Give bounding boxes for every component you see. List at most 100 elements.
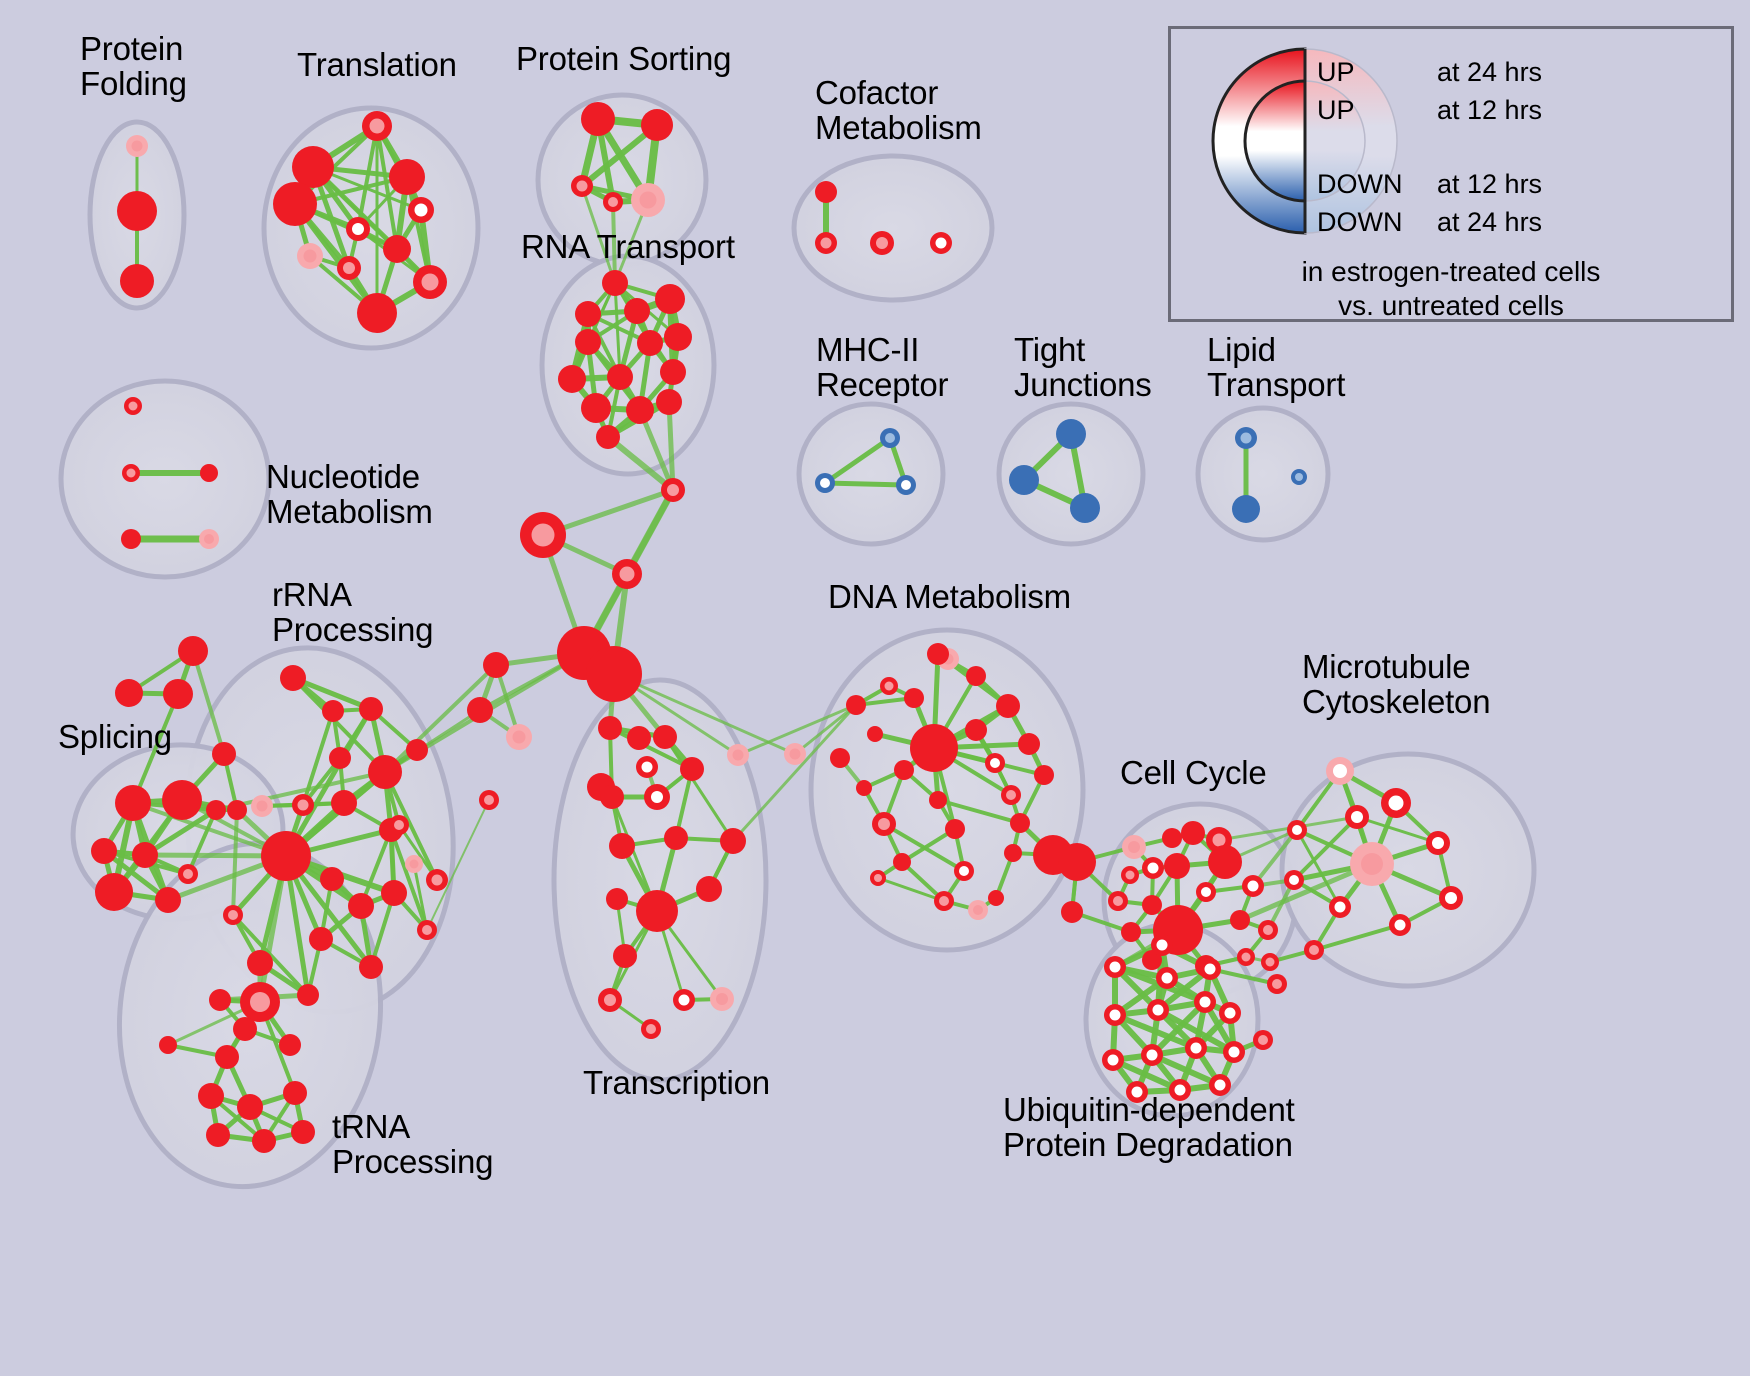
network-node[interactable] (1010, 813, 1030, 833)
network-node[interactable] (120, 264, 154, 298)
network-node[interactable] (227, 800, 247, 820)
network-node[interactable] (389, 159, 425, 195)
network-node[interactable] (479, 790, 499, 810)
network-node[interactable] (664, 826, 688, 850)
network-node[interactable] (603, 192, 623, 212)
network-node[interactable] (346, 217, 370, 241)
network-node[interactable] (417, 920, 437, 940)
network-node[interactable] (1426, 831, 1450, 855)
network-node[interactable] (720, 828, 746, 854)
network-node[interactable] (598, 716, 622, 740)
network-node[interactable] (1267, 974, 1287, 994)
network-node[interactable] (1142, 950, 1162, 970)
network-node[interactable] (1104, 1004, 1126, 1026)
network-node[interactable] (966, 666, 986, 686)
network-node[interactable] (1199, 958, 1221, 980)
network-node[interactable] (95, 873, 133, 911)
network-node[interactable] (1034, 765, 1054, 785)
network-node[interactable] (506, 724, 532, 750)
network-node[interactable] (1018, 733, 1040, 755)
network-node[interactable] (162, 780, 202, 820)
network-node[interactable] (1291, 469, 1307, 485)
network-node[interactable] (405, 855, 423, 873)
network-node[interactable] (389, 815, 409, 835)
network-node[interactable] (1261, 953, 1279, 971)
network-node[interactable] (233, 1017, 257, 1041)
network-node[interactable] (126, 135, 148, 157)
network-node[interactable] (1141, 1044, 1163, 1066)
network-node[interactable] (988, 890, 1004, 906)
network-node[interactable] (283, 1081, 307, 1105)
network-node[interactable] (1350, 842, 1394, 886)
network-node[interactable] (880, 677, 898, 695)
network-node[interactable] (1122, 835, 1146, 859)
network-node[interactable] (163, 679, 193, 709)
network-node[interactable] (927, 643, 949, 665)
network-node[interactable] (273, 182, 317, 226)
network-node[interactable] (626, 396, 654, 424)
network-node[interactable] (558, 365, 586, 393)
network-node[interactable] (645, 785, 669, 809)
network-node[interactable] (206, 1123, 230, 1147)
network-node[interactable] (673, 989, 695, 1011)
network-node[interactable] (359, 697, 383, 721)
network-node[interactable] (198, 1083, 224, 1109)
network-node[interactable] (1169, 1079, 1191, 1101)
network-node[interactable] (607, 364, 633, 390)
network-node[interactable] (413, 265, 447, 299)
network-node[interactable] (124, 397, 142, 415)
network-node[interactable] (178, 864, 198, 884)
network-node[interactable] (426, 869, 448, 891)
network-node[interactable] (581, 102, 615, 136)
network-node[interactable] (945, 819, 965, 839)
network-node[interactable] (155, 887, 181, 913)
network-node[interactable] (1009, 465, 1039, 495)
network-node[interactable] (631, 183, 665, 217)
network-node[interactable] (636, 890, 678, 932)
network-node[interactable] (200, 464, 218, 482)
network-node[interactable] (1253, 1030, 1273, 1050)
network-node[interactable] (1258, 920, 1278, 940)
cluster-ellipse-cofactor-metabolism[interactable] (791, 153, 995, 303)
network-node[interactable] (641, 1019, 661, 1039)
network-node[interactable] (624, 298, 650, 324)
network-node[interactable] (612, 559, 642, 589)
network-node[interactable] (930, 232, 952, 254)
network-node[interactable] (383, 235, 411, 263)
network-node[interactable] (520, 512, 566, 558)
network-node[interactable] (581, 393, 611, 423)
network-node[interactable] (1061, 901, 1083, 923)
network-node[interactable] (641, 109, 673, 141)
network-node[interactable] (996, 694, 1020, 718)
network-node[interactable] (199, 529, 219, 549)
cluster-ellipse-nucleotide-metabolism[interactable] (58, 378, 272, 580)
network-node[interactable] (830, 748, 850, 768)
network-node[interactable] (359, 955, 383, 979)
network-node[interactable] (627, 726, 651, 750)
network-node[interactable] (1237, 948, 1255, 966)
network-node[interactable] (575, 301, 601, 327)
network-node[interactable] (954, 861, 974, 881)
network-node[interactable] (1345, 805, 1369, 829)
network-node[interactable] (237, 1094, 263, 1120)
network-node[interactable] (1284, 870, 1304, 890)
network-node[interactable] (297, 984, 319, 1006)
network-node[interactable] (606, 888, 628, 910)
cluster-ellipse-lipid-transport[interactable] (1195, 405, 1331, 543)
network-node[interactable] (292, 794, 314, 816)
network-node[interactable] (846, 695, 866, 715)
network-node[interactable] (261, 831, 311, 881)
network-node[interactable] (115, 785, 151, 821)
network-node[interactable] (1287, 820, 1307, 840)
network-node[interactable] (252, 1129, 276, 1153)
network-node[interactable] (357, 293, 397, 333)
network-node[interactable] (636, 756, 658, 778)
network-node[interactable] (656, 389, 682, 415)
network-node[interactable] (292, 146, 334, 188)
network-node[interactable] (309, 927, 333, 951)
network-node[interactable] (968, 900, 988, 920)
network-node[interactable] (1121, 866, 1139, 884)
network-node[interactable] (1223, 1041, 1245, 1063)
network-node[interactable] (121, 529, 141, 549)
network-node[interactable] (1181, 821, 1205, 845)
